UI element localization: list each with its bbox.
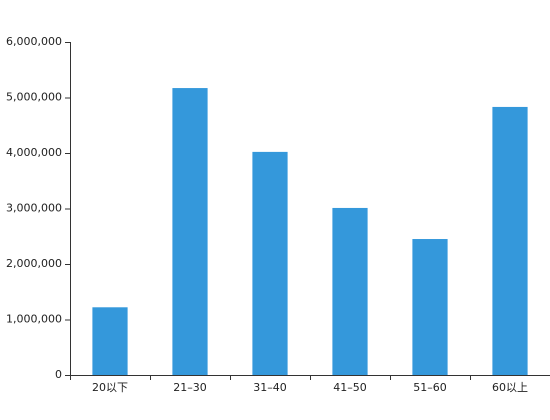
y-tick-label: 6,000,000 bbox=[6, 35, 62, 48]
x-tick-label: 31–40 bbox=[253, 381, 287, 394]
x-tick-label: 41–50 bbox=[333, 381, 367, 394]
x-tick-label: 21–30 bbox=[173, 381, 207, 394]
bar bbox=[492, 106, 528, 375]
y-tick-label: 0 bbox=[55, 368, 62, 381]
bar bbox=[252, 151, 288, 375]
x-tick-label: 60以上 bbox=[492, 381, 528, 394]
bar bbox=[332, 207, 368, 375]
bar bbox=[92, 307, 128, 375]
x-tick-label: 51–60 bbox=[413, 381, 447, 394]
x-tick-label: 20以下 bbox=[92, 381, 128, 394]
y-tick-label: 4,000,000 bbox=[6, 146, 62, 159]
y-tick-label: 3,000,000 bbox=[6, 202, 62, 215]
y-tick-label: 2,000,000 bbox=[6, 257, 62, 270]
y-tick-label: 1,000,000 bbox=[6, 313, 62, 326]
y-tick-label: 5,000,000 bbox=[6, 91, 62, 104]
bar bbox=[172, 88, 208, 375]
bar bbox=[412, 239, 448, 375]
